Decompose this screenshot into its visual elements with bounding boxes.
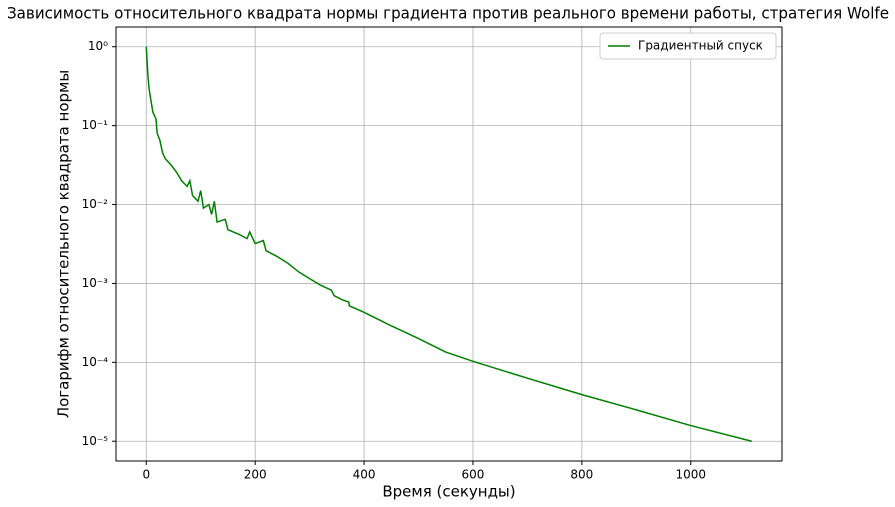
x-tick-label: 0 [142,468,150,482]
y-tick-label: 10⁻⁴ [82,355,109,369]
x-tick-label: 800 [570,468,593,482]
x-tick-label: 1000 [675,468,706,482]
y-tick-label: 10⁰ [88,39,108,53]
chart-title: Зависимость относительного квадрата норм… [7,4,889,23]
y-tick-label: 10⁻⁵ [82,434,109,448]
y-tick-label: 10⁻² [82,197,109,211]
legend-label: Градиентный спуск [638,39,763,53]
x-axis-label: Время (секунды) [382,483,515,501]
x-tick-label: 600 [462,468,485,482]
data-line [145,46,752,442]
y-tick-label: 10⁻³ [82,276,109,290]
plot-frame [115,26,783,462]
y-axis-label: Логарифм относительного квадрата нормы [55,70,73,418]
legend-box [599,32,777,60]
x-tick-label: 400 [353,468,376,482]
y-tick-label: 10⁻¹ [82,118,109,132]
x-tick-label: 200 [244,468,267,482]
